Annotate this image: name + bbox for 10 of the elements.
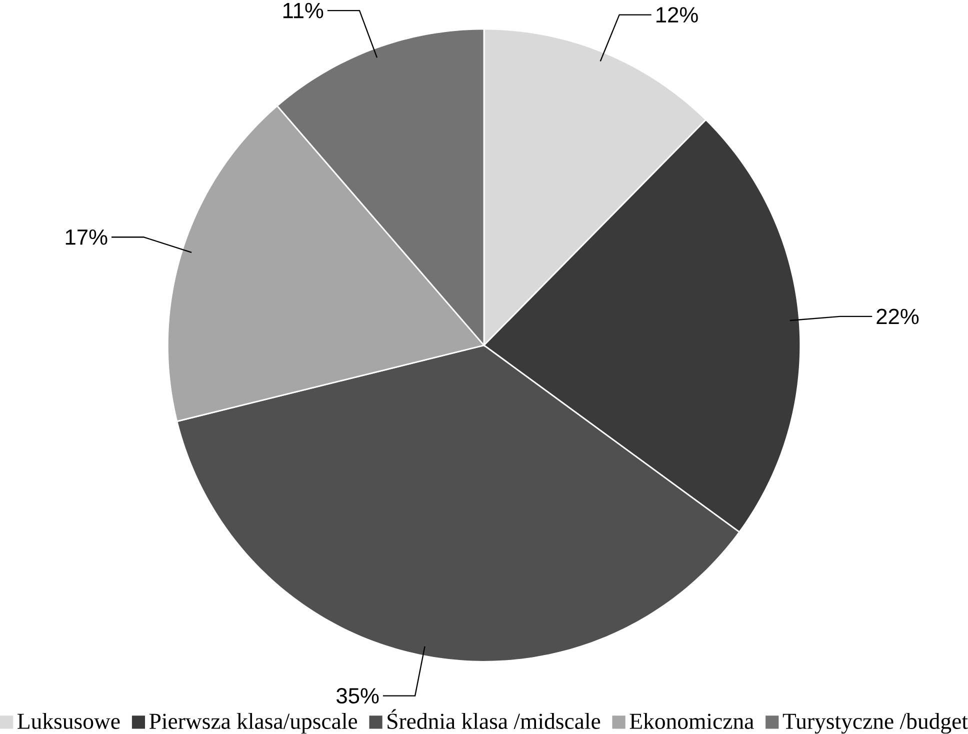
legend-label: Ekonomiczna bbox=[630, 713, 754, 730]
legend-label: Turystyczne /budget bbox=[782, 713, 968, 734]
legend-label: Luksusowe bbox=[18, 713, 120, 730]
data-label: 11% bbox=[283, 3, 324, 18]
data-label: 22% bbox=[876, 308, 919, 324]
data-label: 35% bbox=[336, 688, 379, 704]
legend-label: Pierwsza klasa/upscale bbox=[149, 713, 358, 734]
data-label: 17% bbox=[66, 230, 108, 245]
legend-label: Średnia klasa /midscale bbox=[388, 709, 600, 730]
data-label: 12% bbox=[656, 7, 698, 23]
